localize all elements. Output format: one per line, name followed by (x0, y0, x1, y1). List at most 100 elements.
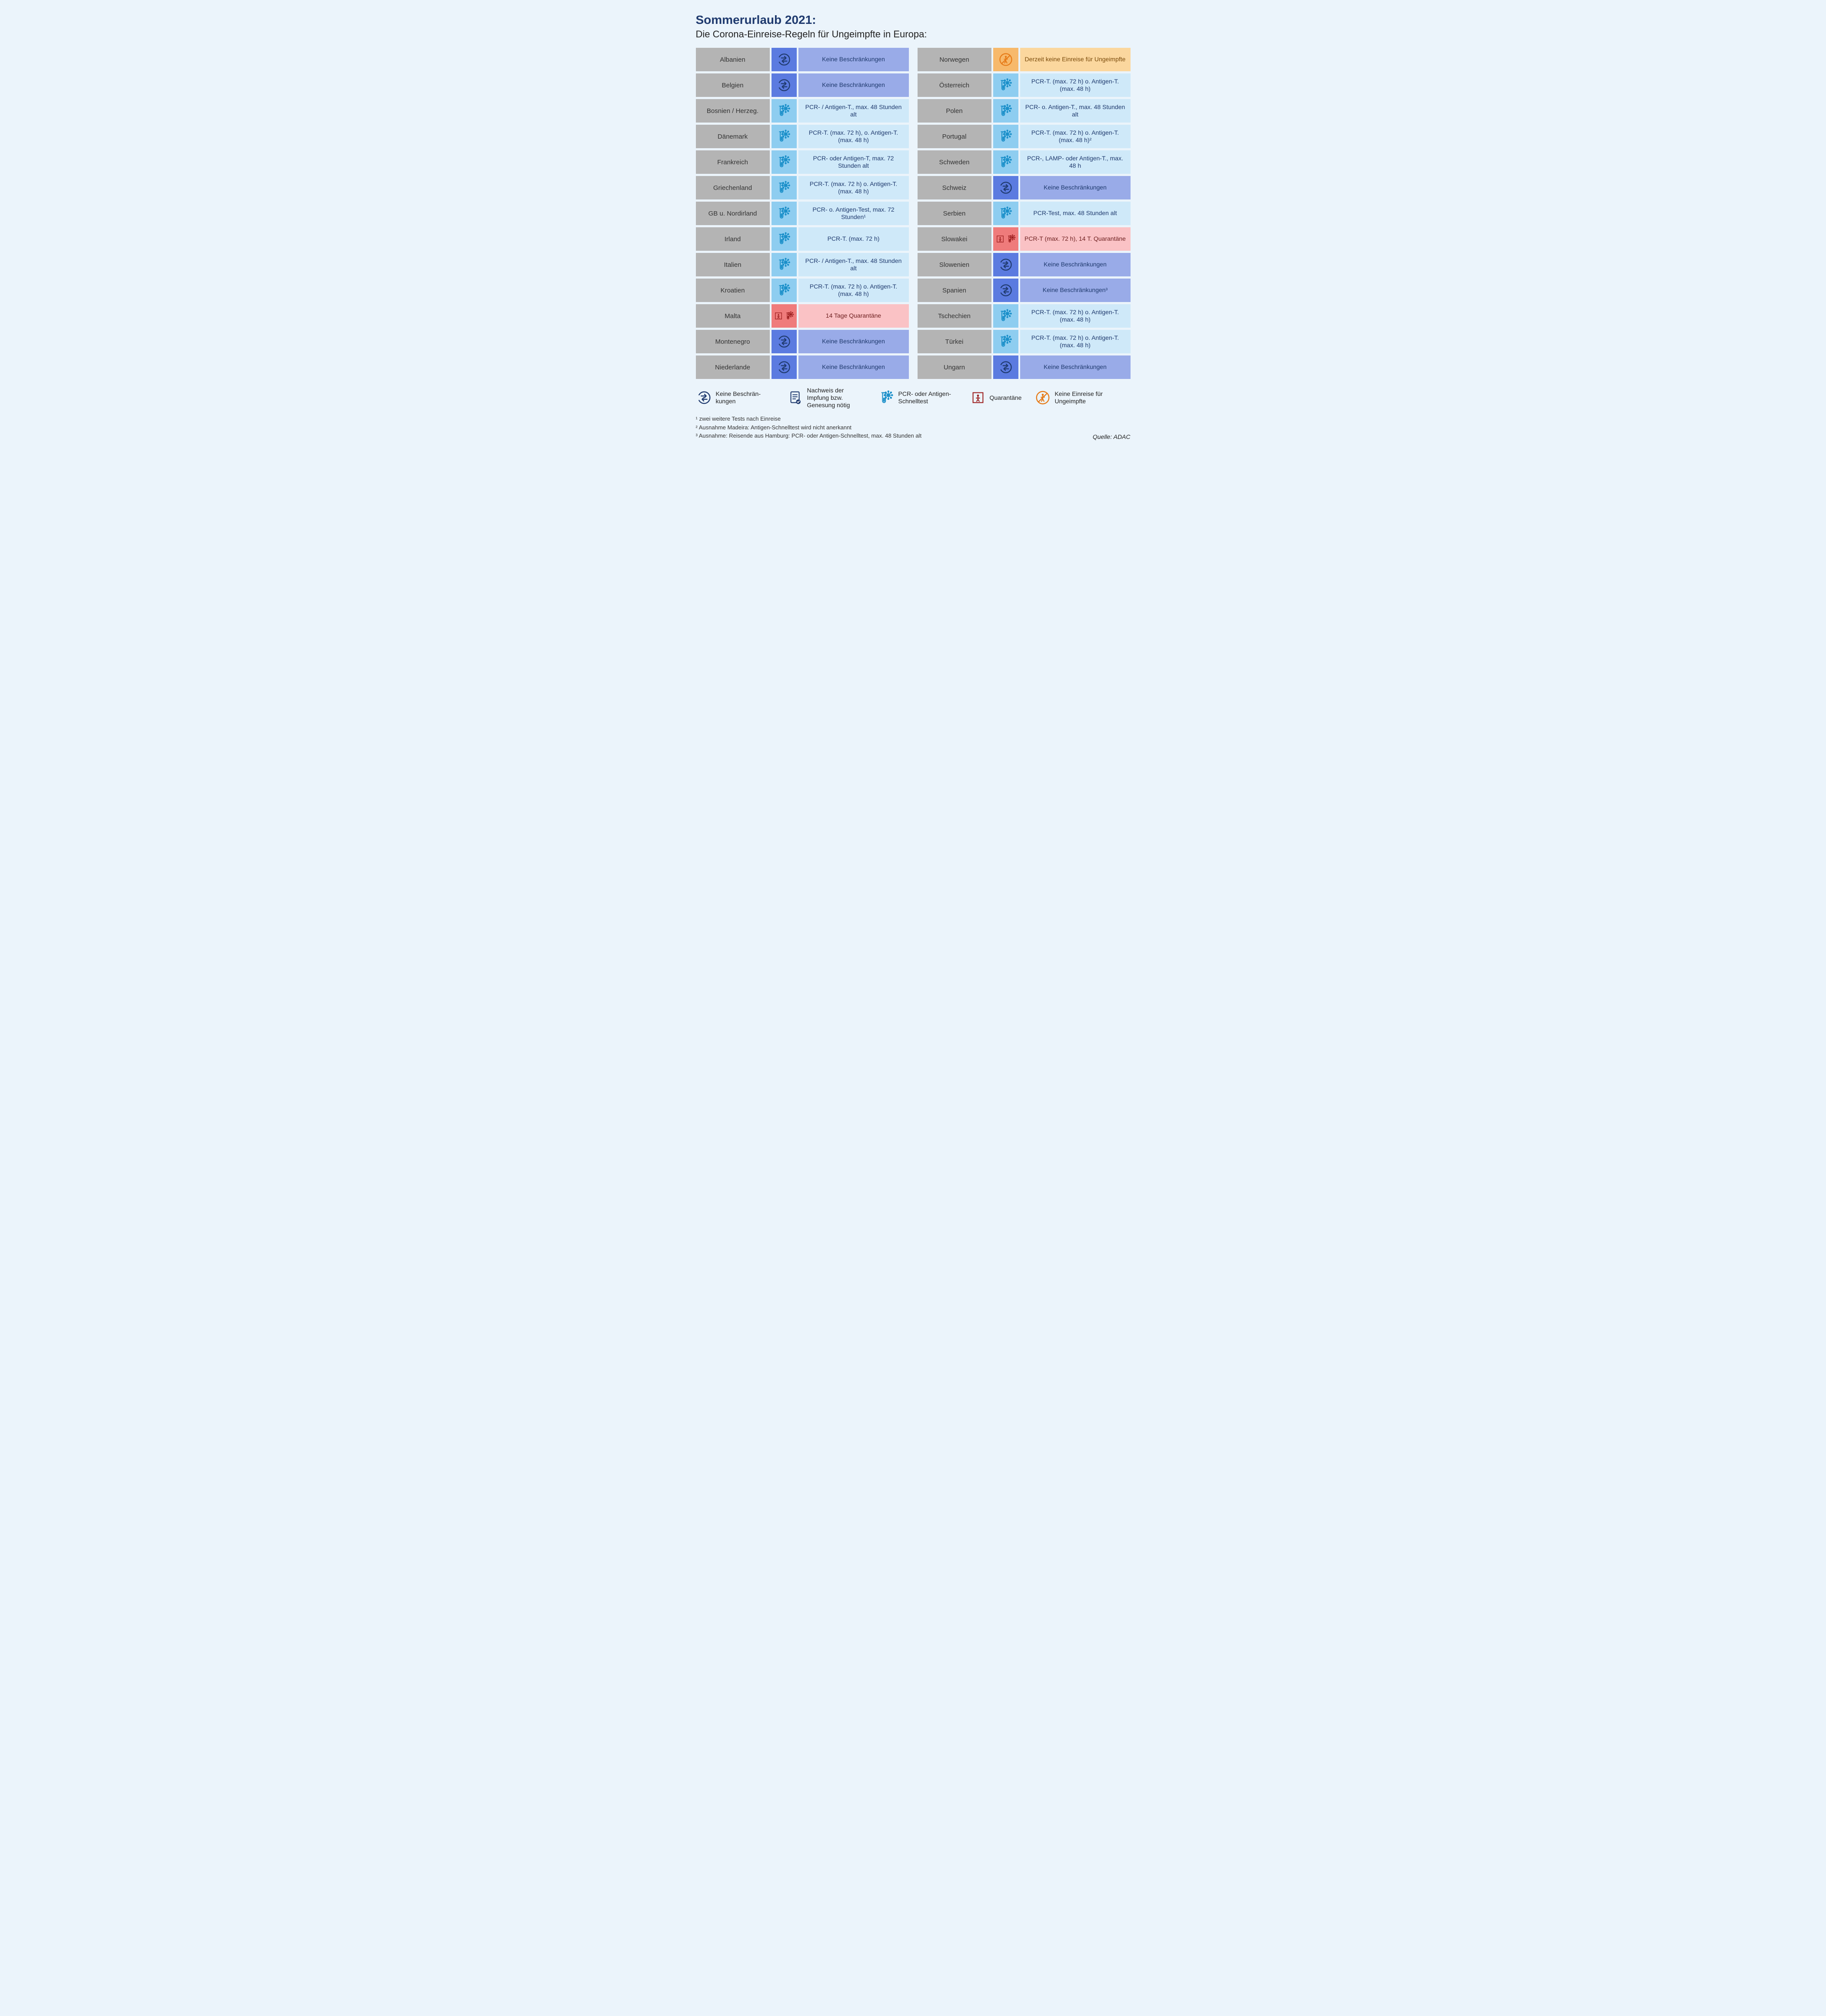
legend-item: Keine Beschrän­kungen (696, 387, 774, 409)
country-name: Österreich (918, 73, 991, 97)
country-name: Slowakei (918, 227, 991, 251)
country-name: Irland (696, 227, 770, 251)
rule-text: Keine Beschränkungen (1020, 176, 1131, 199)
rule-icon (772, 99, 797, 123)
rule-icon (772, 355, 797, 379)
rule-text: Derzeit keine Einreise für Ungeimpfte (1020, 48, 1131, 71)
rule-text: PCR-T. (max. 72 h) (798, 227, 909, 251)
rule-icon (993, 279, 1018, 302)
rule-text: Keine Beschränkungen (798, 355, 909, 379)
country-name: Kroatien (696, 279, 770, 302)
rule-icon (993, 253, 1018, 276)
country-row: Montenegro Keine Beschränkungen (696, 330, 909, 353)
page-title: Sommerurlaub 2021: (696, 13, 1131, 27)
country-name: Albanien (696, 48, 770, 71)
rule-text: Keine Beschränkungen³ (1020, 279, 1131, 302)
rule-icon (772, 202, 797, 225)
country-name: Griechenland (696, 176, 770, 199)
rule-text: PCR- o. Antigen-T., max. 48 Stunden alt (1020, 99, 1131, 123)
legend: Keine Beschrän­kungen Nachweis der Impfu… (696, 387, 1131, 409)
country-row: GB u. Nordirland PCR- o. Antigen-Test, m… (696, 202, 909, 225)
none-icon (696, 389, 712, 406)
country-row: Serbien PCR-Test, max. 48 Stunden alt (918, 202, 1131, 225)
country-name: Türkei (918, 330, 991, 353)
rule-text: Keine Beschränkungen (1020, 253, 1131, 276)
country-name: Serbien (918, 202, 991, 225)
rule-text: PCR- o. Antigen-Test, max. 72 Stunden¹ (798, 202, 909, 225)
country-name: Malta (696, 304, 770, 328)
legend-label: Nachweis der Impfung bzw. Genesung nötig (807, 387, 865, 409)
infographic: Sommerurlaub 2021: Die Corona-Einreise-R… (696, 13, 1131, 440)
country-row: Irland PCR-T. (max. 72 h) (696, 227, 909, 251)
country-row: Schweiz Keine Beschränkungen (918, 176, 1131, 199)
rule-text: Keine Beschränkungen (798, 48, 909, 71)
rule-text: Keine Beschränkungen (798, 330, 909, 353)
country-name: Italien (696, 253, 770, 276)
country-row: Frankreich PCR- oder Antigen-T, max. 72 … (696, 150, 909, 174)
legend-label: PCR- oder Antigen-Schnelltest (898, 390, 957, 405)
country-row: Kroatien PCR-T. (max. 72 h) o. Antigen-T… (696, 279, 909, 302)
country-name: Norwegen (918, 48, 991, 71)
rule-icon (772, 125, 797, 148)
rule-icon (993, 202, 1018, 225)
country-name: Slowenien (918, 253, 991, 276)
country-row: Tschechien PCR-T. (max. 72 h) o. Antigen… (918, 304, 1131, 328)
rule-icon (772, 227, 797, 251)
country-name: Spanien (918, 279, 991, 302)
country-row: Dänemark PCR-T. (max. 72 h), o. Antigen-… (696, 125, 909, 148)
rule-text: PCR-T. (max. 72 h) o. Antigen-T. (max. 4… (1020, 330, 1131, 353)
country-name: Dänemark (696, 125, 770, 148)
rule-text: PCR-T. (max. 72 h) o. Antigen-T. (max. 4… (1020, 73, 1131, 97)
country-row: Ungarn Keine Beschränkungen (918, 355, 1131, 379)
rule-icon (772, 279, 797, 302)
country-row: Slowenien Keine Beschränkungen (918, 253, 1131, 276)
rule-text: PCR-T. (max. 72 h) o. Antigen-T. (max. 4… (1020, 125, 1131, 148)
country-row: Griechenland PCR-T. (max. 72 h) o. Antig… (696, 176, 909, 199)
rule-icon (772, 304, 797, 328)
country-row: Norwegen Derzeit keine Einreise für Unge… (918, 48, 1131, 71)
rule-text: PCR-T. (max. 72 h) o. Antigen-T. (max. 4… (798, 176, 909, 199)
noentry-icon (1034, 389, 1051, 406)
legend-item: Keine Einreise für Ungeimpfte (1034, 387, 1113, 409)
legend-label: Keine Beschrän­kungen (716, 390, 774, 405)
rule-text: PCR-T. (max. 72 h) o. Antigen-T. (max. 4… (1020, 304, 1131, 328)
rule-text: PCR-T (max. 72 h), 14 T. Quarantäne (1020, 227, 1131, 251)
rule-icon (772, 48, 797, 71)
rule-icon (993, 227, 1018, 251)
country-row: Polen PCR- o. Antigen-T., max. 48 Stunde… (918, 99, 1131, 123)
country-name: Tschechien (918, 304, 991, 328)
country-row: Albanien Keine Beschränkungen (696, 48, 909, 71)
country-row: Italien PCR- / Antigen-T., max. 48 Stund… (696, 253, 909, 276)
rule-text: Keine Beschränkungen (798, 73, 909, 97)
rule-text: 14 Tage Quarantäne (798, 304, 909, 328)
rule-text: PCR-T. (max. 72 h) o. Antigen-T. (max. 4… (798, 279, 909, 302)
rule-icon (993, 330, 1018, 353)
country-row: Belgien Keine Beschränkungen (696, 73, 909, 97)
rule-icon (772, 150, 797, 174)
rule-icon (993, 125, 1018, 148)
country-name: Portugal (918, 125, 991, 148)
footnote: ¹ zwei weitere Tests nach Einreise (696, 415, 1131, 423)
rule-icon (993, 99, 1018, 123)
legend-item: Nachweis der Impfung bzw. Genesung nötig (787, 387, 865, 409)
country-name: GB u. Nordirland (696, 202, 770, 225)
legend-label: Keine Einreise für Ungeimpfte (1054, 390, 1113, 405)
proof-icon (787, 389, 804, 406)
country-row: Niederlande Keine Beschränkungen (696, 355, 909, 379)
country-name: Niederlande (696, 355, 770, 379)
rule-icon (993, 150, 1018, 174)
rule-text: PCR-T. (max. 72 h), o. Antigen-T. (max. … (798, 125, 909, 148)
rule-icon (993, 176, 1018, 199)
country-name: Bosnien / Herzeg. (696, 99, 770, 123)
country-row: Slowakei PCR-T (max. 72 h), 14 T. Quaran… (918, 227, 1131, 251)
rule-text: PCR- / Antigen-T., max. 48 Stunden alt (798, 99, 909, 123)
rule-text: Keine Beschränkungen (1020, 355, 1131, 379)
rule-text: PCR- oder Antigen-T, max. 72 Stunden alt (798, 150, 909, 174)
legend-label: Quarantäne (990, 394, 1022, 402)
country-row: Türkei PCR-T. (max. 72 h) o. Antigen-T. … (918, 330, 1131, 353)
legend-item: Quarantäne (970, 387, 1022, 409)
rule-icon (993, 304, 1018, 328)
country-name: Frankreich (696, 150, 770, 174)
country-grid: Albanien Keine Beschränkungen Norwegen D… (696, 48, 1131, 379)
country-row: Bosnien / Herzeg. PCR- / Antigen-T., max… (696, 99, 909, 123)
